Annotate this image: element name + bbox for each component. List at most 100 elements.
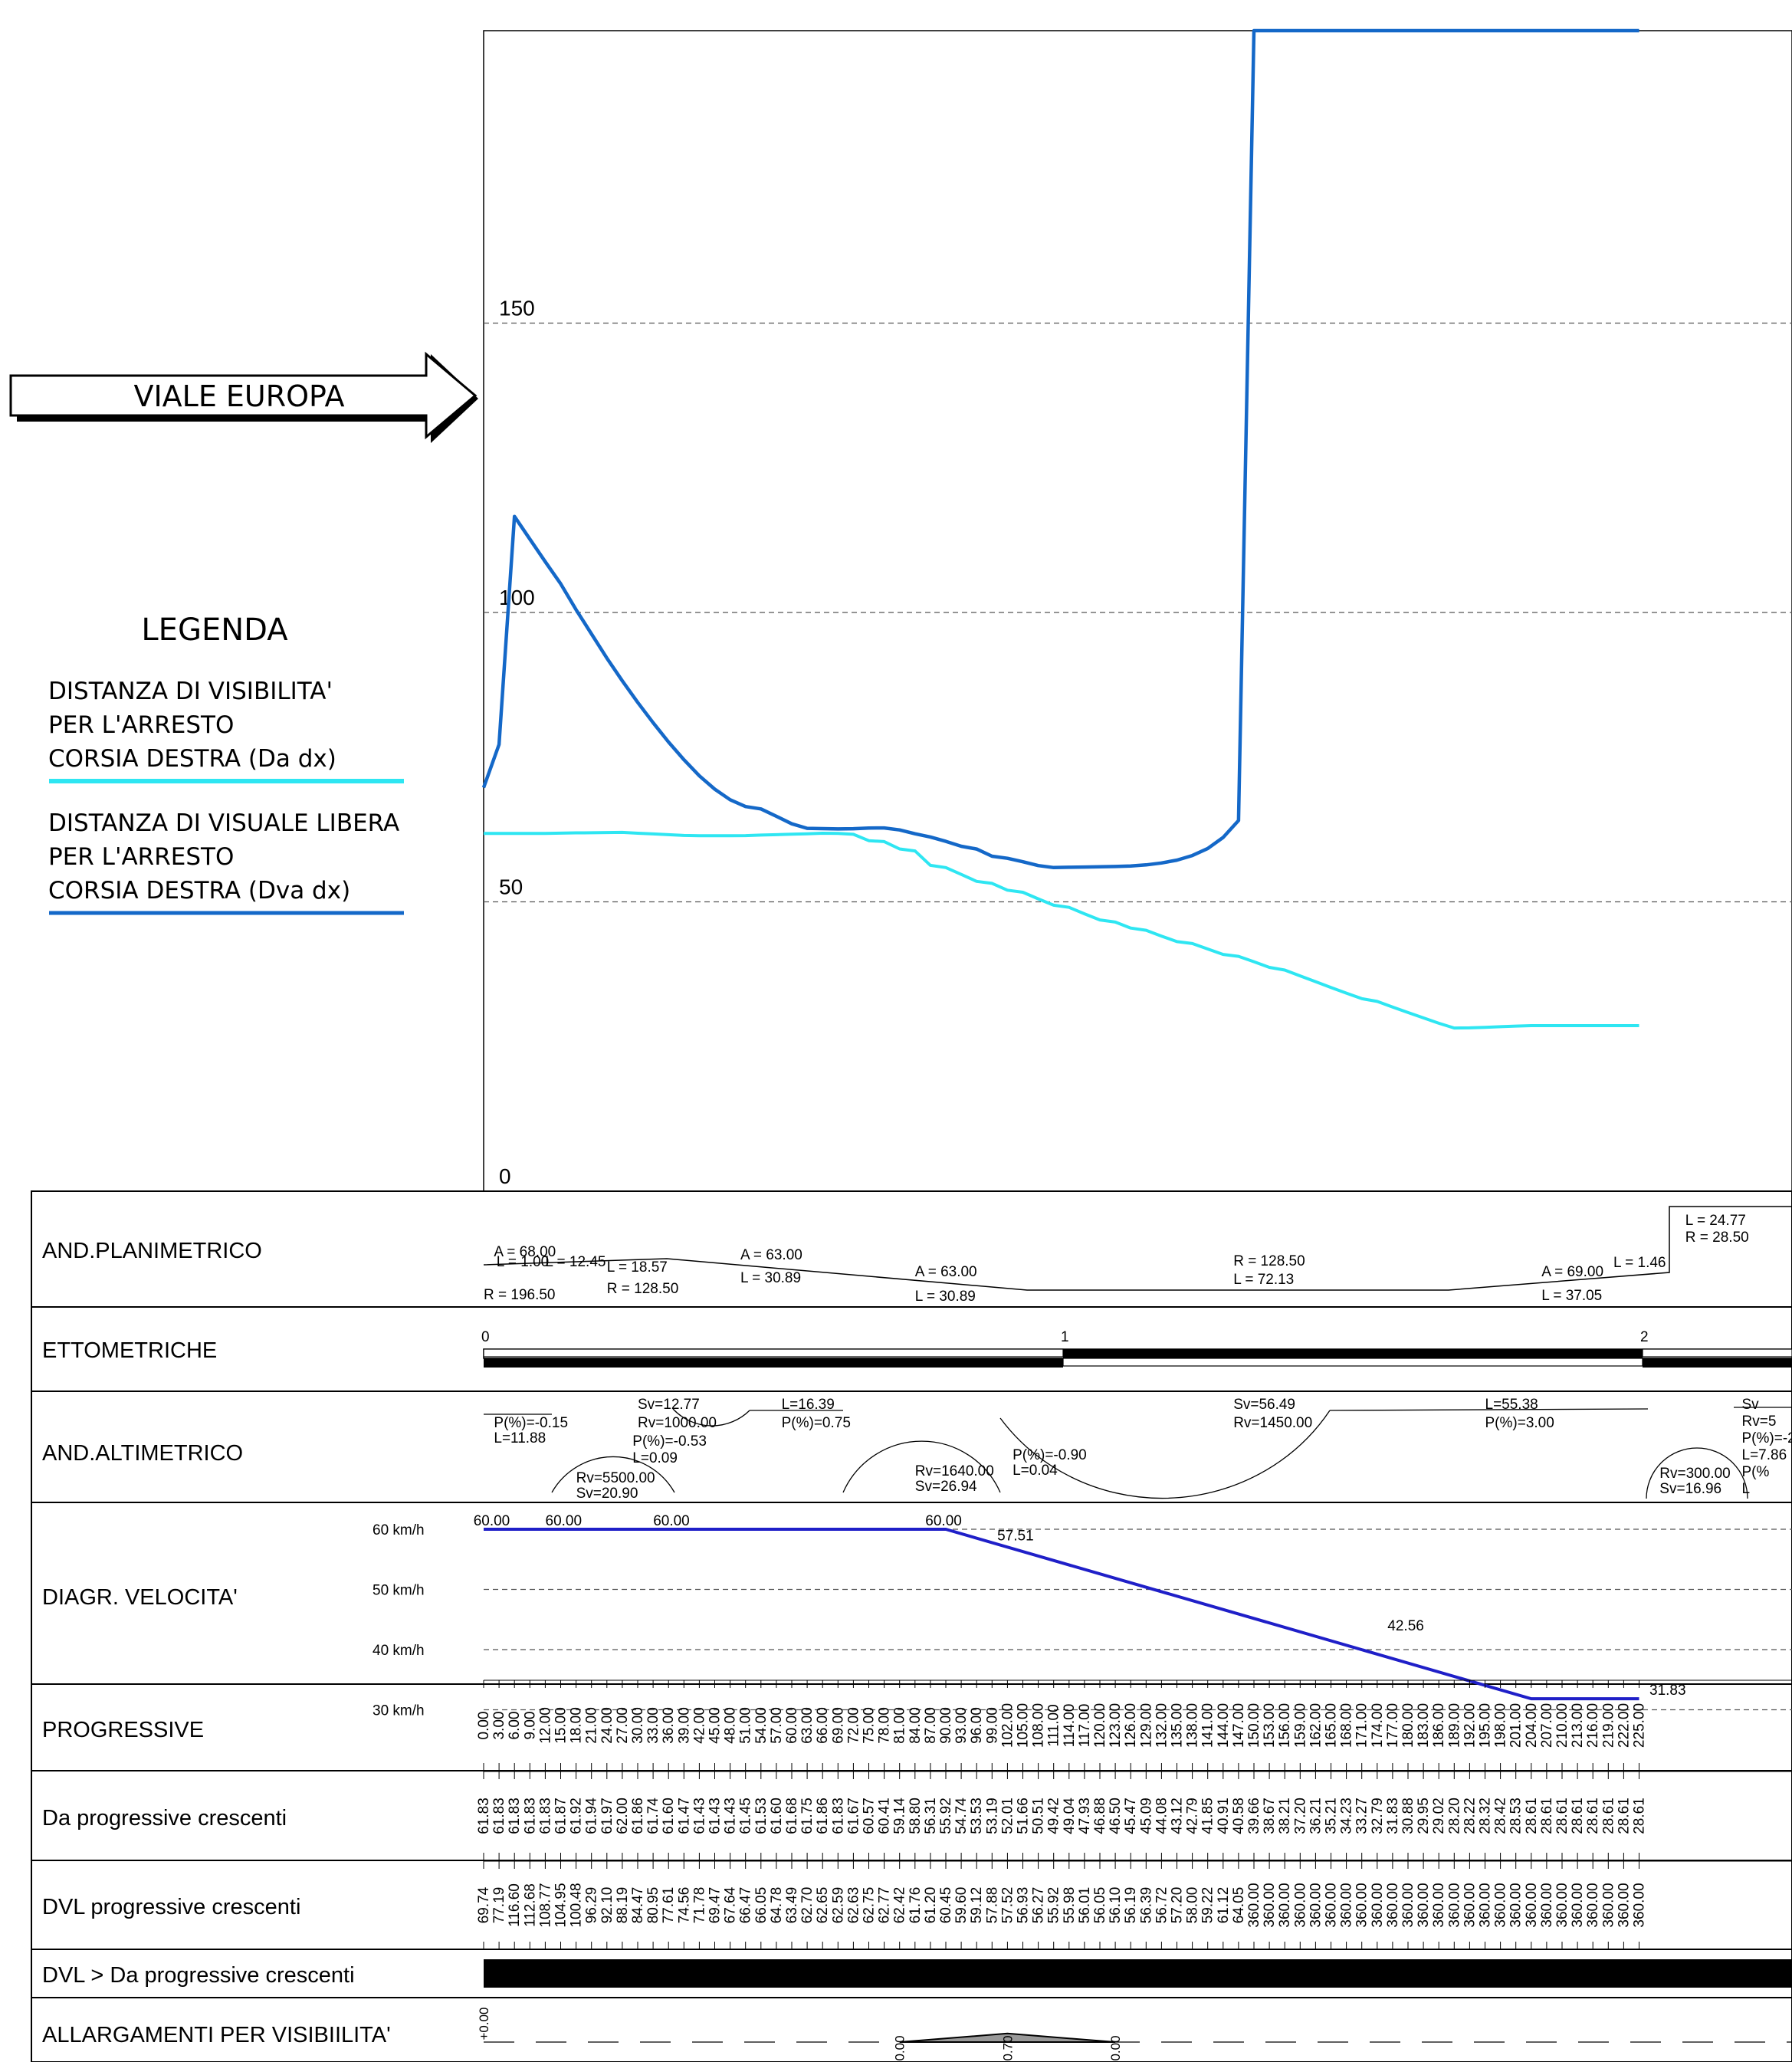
da-value: 28.32: [1478, 1798, 1494, 1834]
progressive-value: 138.00: [1185, 1703, 1201, 1748]
progressive-value: 204.00: [1524, 1703, 1540, 1748]
progressive-value: 183.00: [1416, 1703, 1432, 1748]
dvl-value: 62.75: [862, 1887, 878, 1924]
da-value: 59.14: [892, 1798, 908, 1834]
dvl-value: 56.05: [1092, 1887, 1108, 1924]
planimetric-label: L = 30.89: [915, 1289, 976, 1305]
y-tick-label: 100: [499, 586, 535, 609]
row-label-da: Da progressive crescenti: [42, 1806, 287, 1831]
progressive-value: 192.00: [1462, 1703, 1478, 1748]
progressive-value: 150.00: [1246, 1703, 1262, 1748]
progressive-value: 111.00: [1046, 1704, 1062, 1746]
progressive-value: 123.00: [1108, 1703, 1124, 1748]
progressive-value: 168.00: [1339, 1703, 1355, 1748]
da-value: 40.58: [1231, 1798, 1247, 1834]
da-value: 34.23: [1339, 1798, 1355, 1834]
progressive-value: 219.00: [1600, 1703, 1616, 1748]
row-label-ettometriche: ETTOMETRICHE: [42, 1338, 217, 1363]
progressive-value: 78.00: [877, 1707, 893, 1744]
da-value: 28.61: [1632, 1798, 1648, 1834]
progressive-value: 39.00: [676, 1707, 692, 1744]
dvl-value: 55.92: [1046, 1887, 1062, 1924]
dvl-value: 360.00: [1585, 1883, 1601, 1927]
dvl-value: 56.01: [1077, 1887, 1093, 1924]
dvl-value: 61.76: [907, 1887, 924, 1924]
progressive-value: 114.00: [1062, 1704, 1078, 1748]
altimetric-label: Rv=1450.00: [1233, 1415, 1312, 1431]
dvl-value: 360.00: [1632, 1883, 1648, 1927]
progressive-value: 177.00: [1385, 1703, 1401, 1748]
progressive-value: 51.00: [738, 1707, 754, 1744]
dvl-value: 56.93: [1016, 1887, 1032, 1924]
da-value: 61.53: [753, 1798, 770, 1834]
velocity-label: 57.51: [997, 1528, 1034, 1545]
da-value: 28.61: [1539, 1798, 1555, 1834]
da-value: 61.68: [784, 1798, 800, 1834]
progressive-value: 186.00: [1431, 1703, 1447, 1748]
altimetric-label: L: [1742, 1481, 1751, 1497]
vertical-curve: [842, 1440, 1001, 1493]
da-value: 30.88: [1400, 1798, 1416, 1834]
dvl-value: 360.00: [1446, 1883, 1462, 1927]
da-value: 49.04: [1062, 1798, 1078, 1834]
da-value: 38.21: [1277, 1798, 1293, 1834]
widening-label: 0.70: [1000, 2035, 1015, 2060]
da-value: 61.83: [830, 1798, 846, 1834]
da-value: 61.97: [599, 1798, 615, 1834]
da-value: 40.91: [1216, 1798, 1232, 1834]
legend-item-dva-line-3: CORSIA DESTRA (Dva dx): [48, 877, 350, 905]
da-value: 56.31: [923, 1798, 939, 1834]
dvl-value: 360.00: [1524, 1883, 1540, 1927]
altimetric-label: P(%)=-2.: [1742, 1430, 1792, 1446]
dvl-value: 360.00: [1370, 1883, 1386, 1927]
dvl-value: 360.00: [1262, 1883, 1278, 1927]
progressive-value: 105.00: [1016, 1703, 1032, 1748]
dvl-value: 360.00: [1385, 1883, 1401, 1927]
altimetric-label: P(%)=-0.90: [1013, 1447, 1087, 1463]
progressive-value: 222.00: [1616, 1703, 1632, 1748]
progressive-value: 90.00: [938, 1707, 954, 1744]
planimetric-label: L = 18.57: [607, 1259, 668, 1276]
dvl-value: 360.00: [1400, 1883, 1416, 1927]
da-value: 61.60: [769, 1798, 785, 1834]
dvl-value: 360.00: [1292, 1883, 1308, 1927]
progressive-value: 24.00: [599, 1707, 615, 1744]
altimetric-label: P(%: [1742, 1464, 1770, 1480]
velocity-tick-label: 60 km/h: [373, 1522, 425, 1538]
da-value: 60.57: [862, 1798, 878, 1834]
da-value: 61.74: [645, 1798, 661, 1834]
widening-area: [899, 2032, 1116, 2043]
progressive-value: 60.00: [784, 1707, 800, 1744]
dvl-value: 69.47: [707, 1887, 724, 1924]
viale-europa-banner: VIALE EUROPA: [9, 351, 478, 443]
progressive-value: 27.00: [615, 1707, 631, 1744]
altimetric-label: Rv=300.00: [1659, 1466, 1730, 1482]
dvl-value: 62.59: [830, 1887, 846, 1924]
progressive-value: 159.00: [1292, 1703, 1308, 1748]
da-value: 41.85: [1200, 1798, 1216, 1834]
altimetric-label: L=16.39: [782, 1397, 835, 1413]
dvl-value: 62.42: [892, 1887, 908, 1924]
da-value: 52.01: [999, 1798, 1016, 1834]
da-value: 45.09: [1138, 1798, 1154, 1834]
legend-item-dva-line-1: DISTANZA DI VISUALE LIBERA: [48, 809, 399, 837]
hectometric-segment: [484, 1358, 1063, 1368]
da-value: 39.66: [1246, 1798, 1262, 1834]
da-value: 29.02: [1431, 1798, 1447, 1834]
da-value: 62.00: [615, 1798, 631, 1834]
planimetric-label: L = 1.46: [1613, 1255, 1666, 1271]
progressive-value: 195.00: [1478, 1703, 1494, 1748]
da-value: 61.86: [815, 1798, 831, 1834]
da-value: 50.51: [1031, 1798, 1047, 1834]
dvl-value: 360.00: [1616, 1883, 1632, 1927]
planimetric-label: L = 37.05: [1541, 1288, 1602, 1304]
plot-frame: [483, 30, 1792, 1192]
velocity-label: 42.56: [1387, 1618, 1424, 1634]
progressive-value: 45.00: [707, 1707, 724, 1744]
progressive-value: 30.00: [630, 1707, 646, 1744]
planimetric-label: A = 68.00: [494, 1244, 556, 1260]
progressive-value: 129.00: [1138, 1703, 1154, 1748]
progressive-value: 33.00: [645, 1707, 661, 1744]
planimetric-alignment-line: [483, 1206, 1792, 1291]
progressive-value: 72.00: [845, 1707, 862, 1744]
